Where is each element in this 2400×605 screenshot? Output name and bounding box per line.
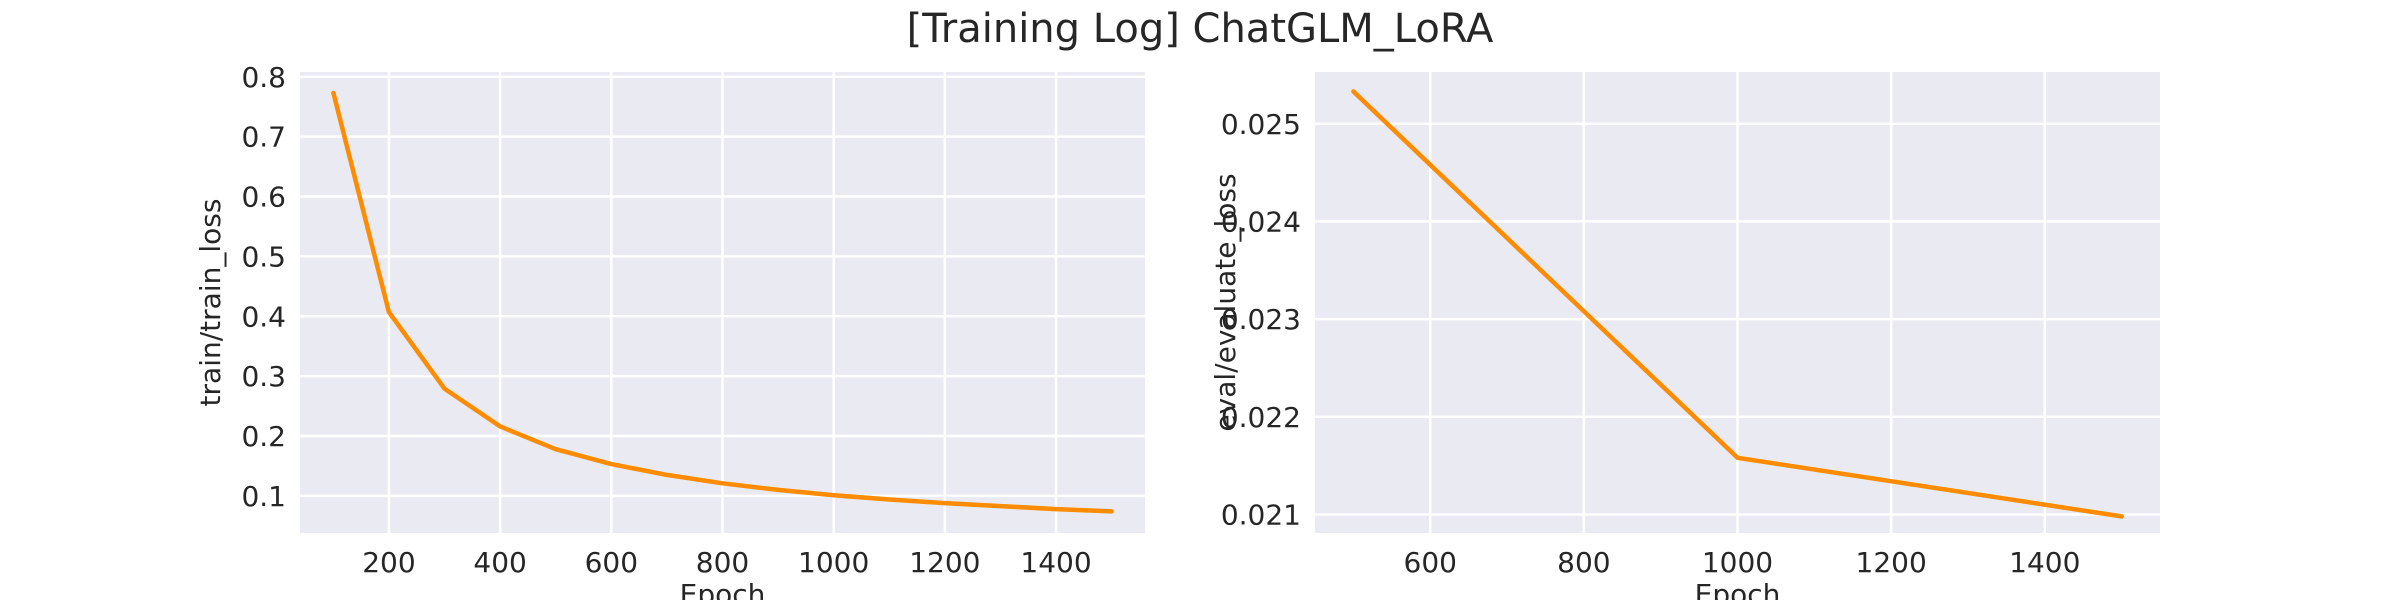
eval-loss-y-tick-label: 0.024 [1221, 205, 1301, 238]
eval-loss-x-axis-label: Epoch [1695, 578, 1781, 600]
train-loss-x-tick-label: 600 [585, 546, 638, 579]
train-loss-panel: 200 400 600 800 1000 1200 1400 0.1 0.2 0.3 0.4 0.5 0… [194, 61, 1145, 605]
train-loss-x-tick-label: 400 [473, 546, 526, 579]
eval-loss-y-tick-label: 0.022 [1221, 401, 1301, 434]
train-loss-series-line [331, 90, 1114, 514]
train-loss-x-axis-label: Epoch [680, 578, 766, 600]
train-loss-y-tick-label: 0.2 [241, 420, 286, 453]
train-loss-y-tick-label: 0.7 [241, 121, 286, 154]
train-loss-x-tick-label: 1000 [798, 546, 869, 579]
train-loss-x-tick-label: 800 [696, 546, 749, 579]
train-loss-y-tick-label: 0.3 [241, 360, 286, 393]
eval-loss-series-line [1351, 89, 2124, 519]
eval-loss-x-tick-label: 800 [1557, 546, 1610, 579]
train-loss-y-tick-label: 0.5 [241, 240, 286, 273]
eval-loss-y-tick-label: 0.025 [1221, 108, 1301, 141]
eval-loss-y-axis-label: eval/evaluate_loss [1209, 173, 1242, 431]
eval-loss-y-tick-label: 0.023 [1221, 303, 1301, 336]
train-loss-y-axis-label: train/train_loss [194, 199, 227, 407]
eval-loss-panel: 600 800 1000 1200 1400 0.021 0.022 0.023 0.024 0.… [1209, 72, 2160, 605]
train-loss-x-tick-label: 1400 [1020, 546, 1091, 579]
eval-loss-x-tick-label: 600 [1404, 546, 1457, 579]
train-loss-y-tick-label: 0.6 [241, 181, 286, 214]
eval-loss-y-tick-label: 0.021 [1221, 498, 1301, 531]
figure-title: [Training Log] ChatGLM_LoRA [907, 6, 1494, 52]
eval-loss-x-tick-label: 1000 [1702, 546, 1773, 579]
eval-loss-x-tick-label: 1400 [2009, 546, 2080, 579]
train-loss-y-tick-label: 0.1 [241, 480, 286, 513]
train-loss-y-tick-label: 0.4 [241, 300, 286, 333]
train-loss-x-tick-label: 1200 [909, 546, 980, 579]
train-loss-x-tick-label: 200 [362, 546, 415, 579]
eval-loss-x-tick-label: 1200 [1856, 546, 1927, 579]
train-loss-y-tick-label: 0.8 [241, 61, 286, 94]
